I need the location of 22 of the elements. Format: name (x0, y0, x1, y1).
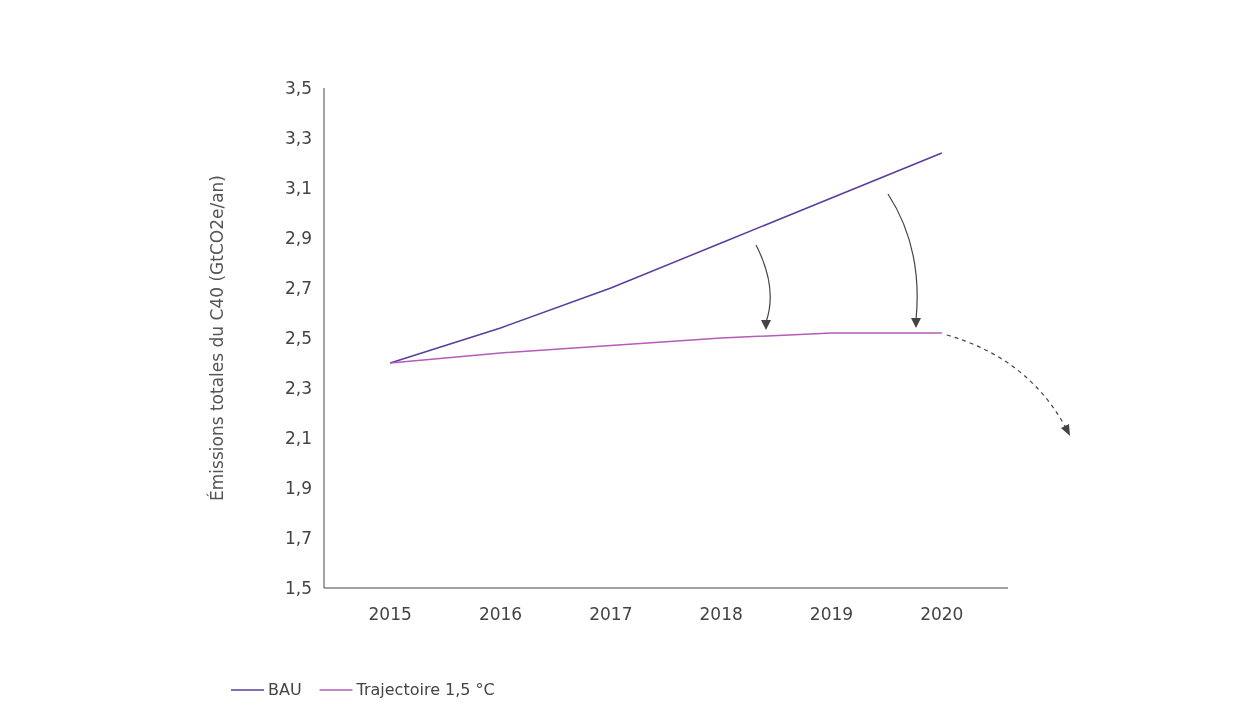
y-tick-label: 3,3 (284, 127, 312, 148)
x-tick-label: 2016 (478, 604, 523, 624)
y-tick-label: 2,3 (284, 377, 312, 398)
y-tick-label: 1,7 (284, 527, 312, 548)
x-tick-label: 2020 (920, 604, 964, 624)
x-tick-label: 2019 (809, 604, 854, 624)
line-series (389, 332, 943, 364)
y-tick-label: 1,5 (284, 577, 312, 598)
y-axis-title: Émissions totales du C40 (GtCO2e/an) (206, 175, 227, 501)
y-tick-label: 2,7 (284, 277, 312, 298)
y-tick-label: 2,5 (284, 327, 312, 348)
y-tick-label: 1,9 (284, 477, 312, 498)
legend-label: BAU (268, 680, 302, 699)
x-tick-label: 2017 (589, 604, 633, 624)
x-tick-label: 2015 (368, 604, 412, 624)
line-series (389, 152, 943, 364)
legend-label: Trajectoire 1,5 °C (355, 680, 495, 699)
y-tick-label: 2,9 (284, 227, 312, 248)
y-tick-label: 2,1 (284, 427, 312, 448)
y-tick-label: 3,5 (284, 77, 312, 98)
y-tick-label: 3,1 (284, 177, 312, 198)
x-tick-label: 2018 (699, 604, 743, 624)
